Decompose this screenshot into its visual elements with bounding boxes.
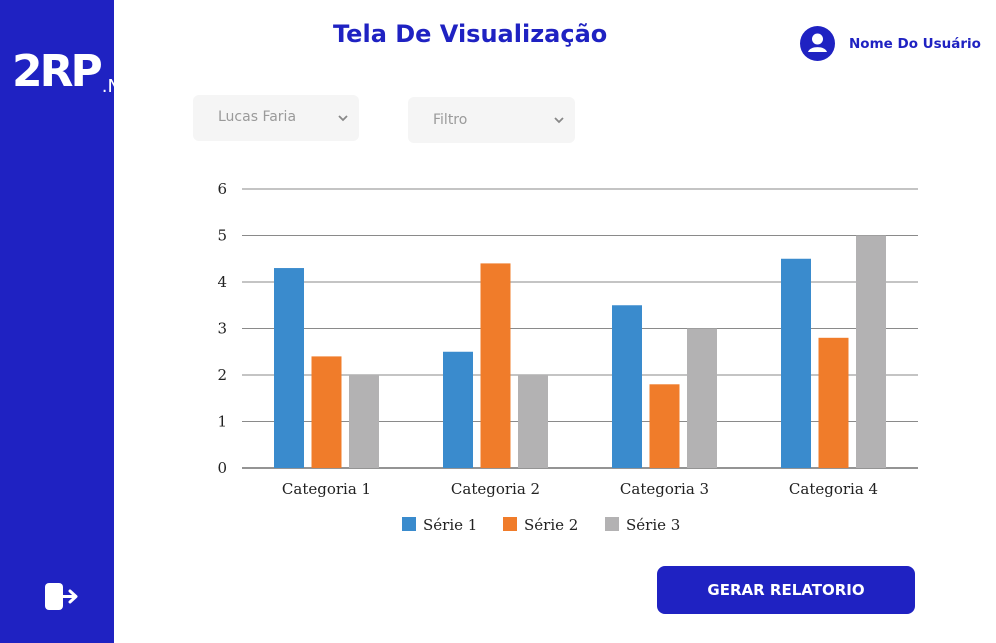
- y-tick-label: 4: [217, 273, 227, 291]
- user-select[interactable]: Lucas Faria: [193, 95, 359, 141]
- filter-select[interactable]: Filtro: [408, 97, 575, 143]
- user-name: Nome Do Usuário: [849, 35, 981, 52]
- y-tick-label: 5: [217, 227, 227, 245]
- bar: [687, 328, 717, 468]
- legend-swatch: [605, 517, 619, 531]
- bar: [649, 384, 680, 468]
- bar: [781, 258, 811, 468]
- y-tick-label: 6: [217, 180, 227, 198]
- y-tick-label: 1: [217, 413, 227, 431]
- bar: [480, 263, 511, 468]
- bar: [518, 375, 548, 468]
- user-select-value: Lucas Faria: [218, 109, 297, 125]
- legend-label: Série 1: [423, 516, 477, 534]
- x-tick-label: Categoria 2: [451, 480, 540, 498]
- y-tick-label: 0: [217, 459, 227, 477]
- logo-suffix: .NET: [101, 76, 144, 97]
- brand-logo[interactable]: 2RP .NET: [12, 46, 144, 97]
- x-tick-label: Categoria 1: [282, 480, 371, 498]
- bar: [856, 235, 886, 468]
- bar: [443, 351, 473, 468]
- y-tick-label: 2: [217, 366, 227, 384]
- logout-icon[interactable]: [42, 580, 82, 614]
- bar: [612, 305, 642, 468]
- filter-select-value: Filtro: [433, 112, 468, 128]
- bar-chart: 0 1 2 3 4 5 6 Categoria 1 Categoria 2 Categoria 3…: [217, 180, 918, 534]
- legend-label: Série 3: [626, 516, 680, 534]
- bar: [349, 375, 379, 468]
- bar: [274, 268, 304, 468]
- legend-swatch: [503, 517, 517, 531]
- legend-swatch: [402, 517, 416, 531]
- user-avatar-icon: [800, 26, 835, 61]
- generate-report-button[interactable]: GERAR RELATORIO: [657, 566, 915, 614]
- bar: [818, 337, 849, 468]
- user-menu[interactable]: Nome Do Usuário: [800, 26, 981, 61]
- y-tick-label: 3: [217, 320, 227, 338]
- chevron-down-icon: [338, 115, 348, 122]
- legend-label: Série 2: [524, 516, 578, 534]
- sidebar: 2RP .NET: [0, 0, 143, 643]
- x-tick-label: Categoria 4: [789, 480, 878, 498]
- x-tick-label: Categoria 3: [620, 480, 709, 498]
- page-title: Tela De Visualização: [333, 20, 608, 48]
- logo-main: 2RP: [12, 46, 103, 97]
- bar: [311, 356, 342, 468]
- chevron-down-icon: [554, 117, 564, 124]
